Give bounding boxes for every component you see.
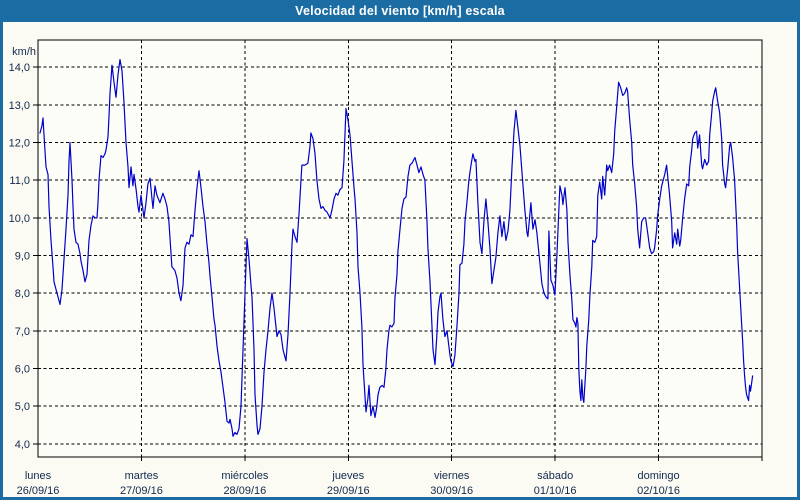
x-day-date-label: 26/09/16 [17,485,60,497]
y-axis-labels: 4,0 5,0 6,0 7,0 8,0 9,0 10,0 11,0 12,0 13,0 14,0 [9,62,30,451]
x-day-name-label: martes [125,470,159,482]
x-day-date-label: 01/10/16 [534,485,577,497]
x-day-name-label: miércoles [221,470,269,482]
chart-title: Velocidad del viento [km/h] escala [295,4,505,18]
x-day-date-label: 02/10/16 [637,485,680,497]
plot-area [37,39,763,458]
x-day-date-label: 28/09/16 [223,485,266,497]
y-tick-label: 12,0 [9,137,30,149]
x-axis-labels: lunes 26/09/16 martes 27/09/16 miércoles 28/0… [17,470,680,497]
y-tick-label: 6,0 [15,363,30,375]
x-day-name-label: sábado [537,470,573,482]
y-tick-label: 10,0 [9,213,30,225]
x-day-date-label: 29/09/16 [327,485,370,497]
y-tick-label: 5,0 [15,401,30,413]
wind-speed-line [39,58,754,437]
x-axis-ticks [140,457,763,461]
x-day-date-label: 27/09/16 [120,485,163,497]
y-tick-label: 14,0 [9,62,30,74]
y-tick-label: 9,0 [15,250,30,262]
y-tick-label: 13,0 [9,100,30,112]
y-tick-label: 7,0 [15,326,30,338]
x-day-name-label: jueves [331,470,364,482]
y-tick-label: 11,0 [9,175,30,187]
chart-title-bar: Velocidad del viento [km/h] escala [0,0,800,22]
y-tick-label: 4,0 [15,439,30,451]
x-day-name-label: domingo [637,470,679,482]
y-tick-label: 8,0 [15,288,30,300]
y-axis-unit-label: km/h [12,46,36,58]
x-day-date-label: 30/09/16 [430,485,473,497]
y-axis-ticks [33,66,38,445]
x-day-name-label: viernes [434,470,470,482]
vertical-gridlines [140,40,660,457]
x-day-name-label: lunes [25,470,52,482]
